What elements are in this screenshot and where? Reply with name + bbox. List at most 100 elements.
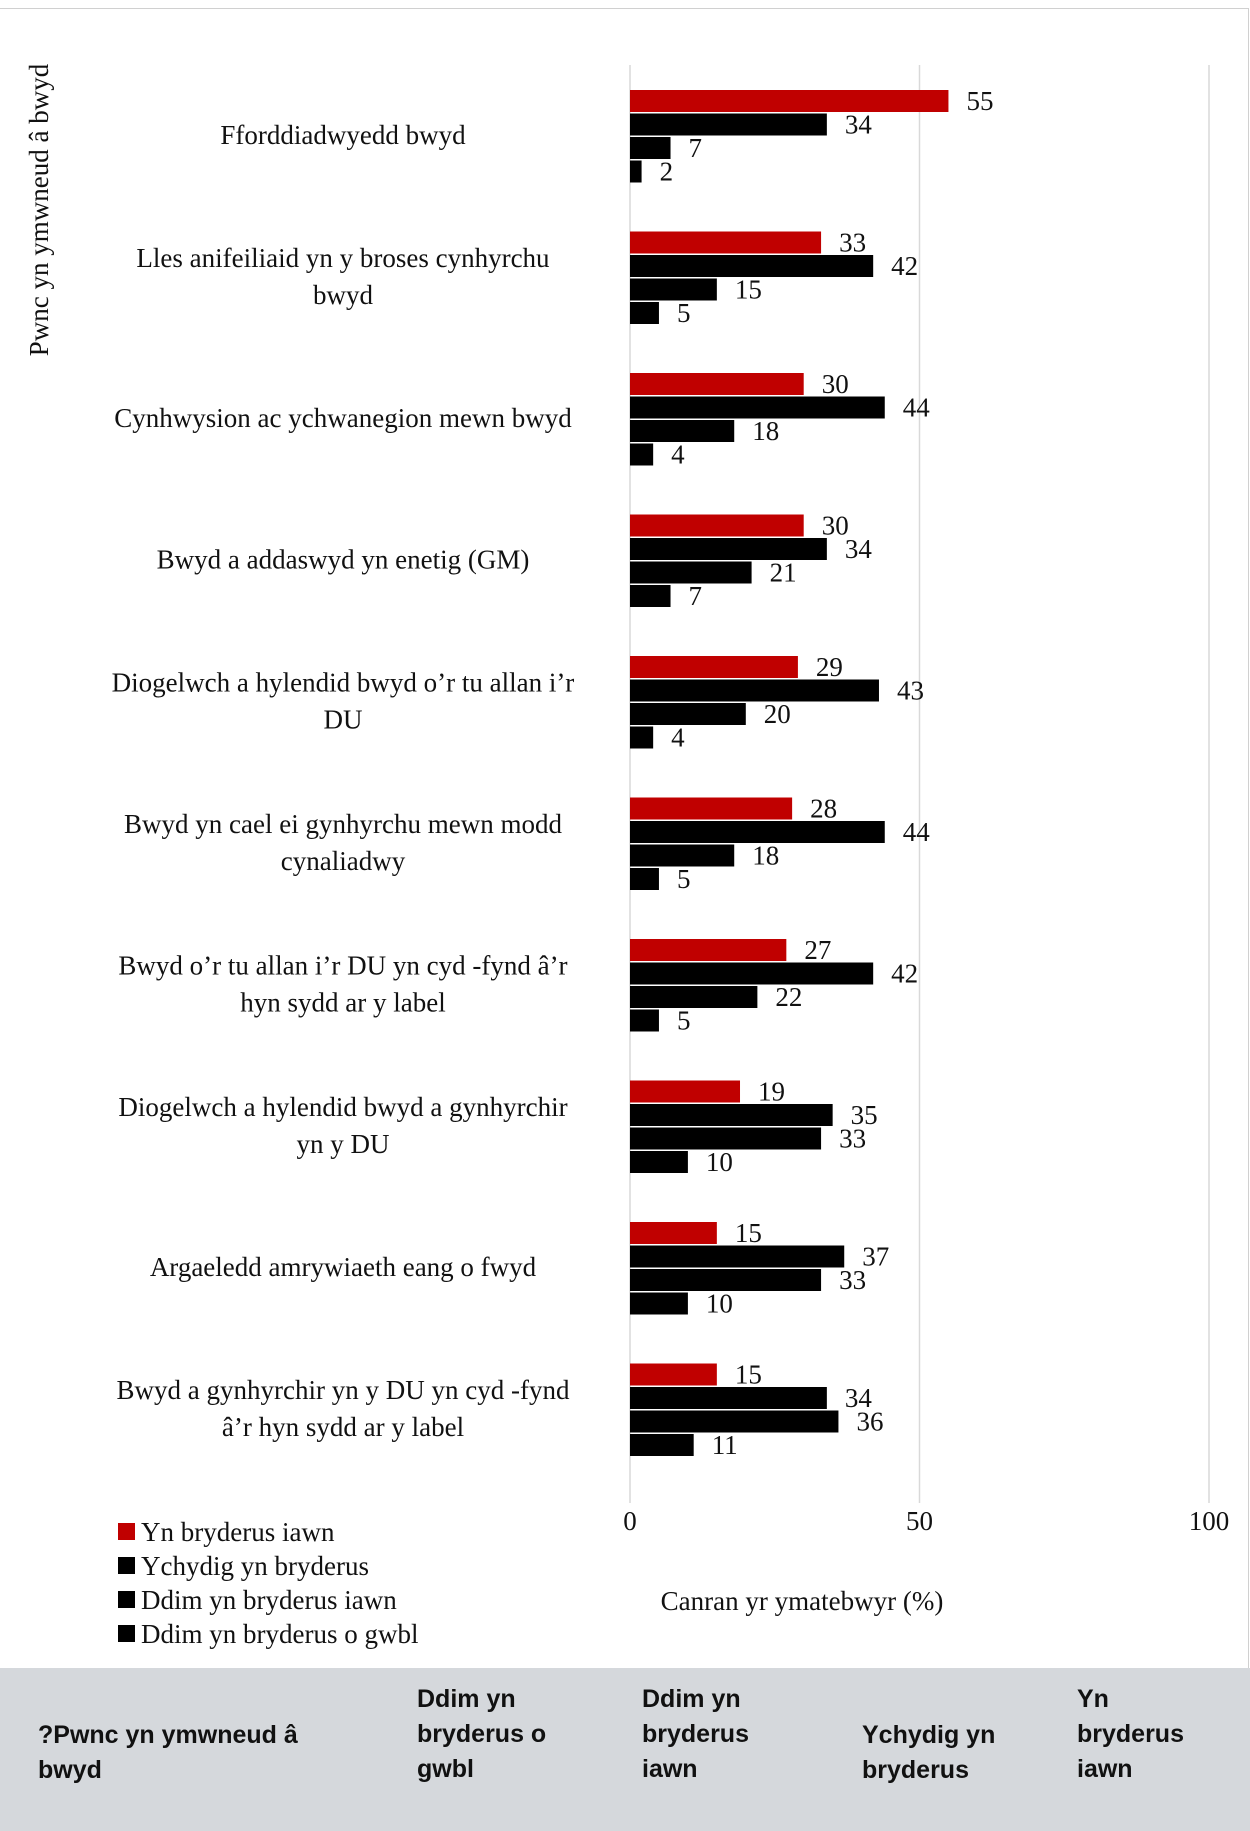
category-label: Diogelwch a hylendid bwyd a gynhyrchir [118,1092,567,1122]
bar-value-label: 55 [966,86,993,116]
category-label: Lles anifeiliaid yn y broses cynhyrchu [136,243,550,273]
legend-label: Ddim yn bryderus iawn [141,1585,397,1615]
header-line: bryderus [1077,1720,1184,1748]
category-label: cynaliadwy [281,846,406,876]
bar-value-label: 30 [822,511,849,541]
bar [630,939,787,961]
bar [630,1080,741,1103]
x-axis-title: Canran yr ymatebwyr (%) [661,1586,944,1616]
category-label: Bwyd yn cael ei gynhyrchu mewn modd [124,809,562,839]
header-very-concerned: Yn bryderus iawn [1077,1682,1184,1787]
bar [630,656,798,678]
bar-value-label: 34 [845,1383,873,1413]
bar-value-label: 2 [660,157,674,187]
header-topic-line: bwyd [38,1756,102,1784]
legend-swatch [118,1591,135,1608]
legend-swatch [118,1523,135,1540]
header-slightly-concerned: Ychydig yn bryderus [862,1718,995,1788]
bar-value-label: 18 [752,416,779,446]
header-line: Ddim yn [417,1685,516,1713]
header-line: iawn [642,1755,698,1783]
bar [630,797,793,820]
bar-value-label: 44 [903,817,931,847]
bar [630,113,827,136]
header-line: gwbl [417,1755,474,1783]
category-label: Diogelwch a hylendid bwyd o’r tu allan i… [112,668,575,698]
header-line: Yn [1077,1685,1109,1713]
bar [630,1410,839,1433]
bar-value-label: 37 [862,1242,889,1272]
bar-value-label: 34 [845,534,873,564]
table-header: ?Pwnc yn ymwneud â bwyd Ddim yn bryderus… [0,1668,1250,1831]
bar [630,1104,833,1126]
bar [630,844,735,867]
bar-value-label: 36 [856,1407,883,1437]
bar [630,278,717,301]
header-line: Ychydig yn [862,1721,996,1749]
header-line: bryderus [862,1756,969,1784]
header-line: Ddim yn [642,1685,741,1713]
bar [630,538,827,560]
bar [630,1009,659,1032]
header-not-concerned-at-all: Ddim yn bryderus o gwbl [417,1682,546,1787]
bar [630,962,874,985]
bar-value-label: 30 [822,369,849,399]
header-topic-line: ?Pwnc yn ymwneud â [38,1721,298,1749]
bar-value-label: 44 [903,393,931,423]
bar [630,255,874,277]
bar [630,679,879,702]
bar-value-label: 15 [735,1360,762,1390]
category-label: â’r hyn sydd ar y label [222,1412,464,1442]
bar-value-label: 5 [677,1006,691,1036]
bar [630,514,804,537]
category-label: yn y DU [297,1129,390,1159]
legend-swatch [118,1625,135,1642]
bar-value-label: 7 [689,581,703,611]
bar-value-label: 34 [845,110,873,140]
bar-value-label: 35 [851,1100,878,1130]
bar-value-label: 10 [706,1147,733,1177]
bar [630,302,659,324]
bar-value-label: 33 [839,1124,866,1154]
x-tick-label: 100 [1189,1506,1230,1536]
bar-value-label: 4 [671,440,685,470]
bar-value-label: 43 [897,676,924,706]
category-label: Argaeledd amrywiaeth eang o fwyd [150,1252,537,1282]
bar-value-label: 21 [770,558,797,588]
bar-value-label: 22 [775,982,802,1012]
bar [630,986,758,1008]
bar-value-label: 18 [752,841,779,871]
bar [630,420,735,442]
bar-value-label: 19 [758,1077,785,1107]
header-not-very-concerned: Ddim yn bryderus iawn [642,1682,749,1787]
bar [630,373,804,395]
legend-label: Yn bryderus iawn [141,1517,335,1547]
bar-value-label: 5 [677,864,691,894]
bar-value-label: 11 [712,1430,738,1460]
bar-value-label: 27 [804,935,831,965]
bar [630,160,642,183]
bar-value-label: 4 [671,723,685,753]
bar [630,868,659,890]
header-line: bryderus o [417,1720,547,1748]
bar-value-label: 5 [677,298,691,328]
bar-value-label: 28 [810,794,837,824]
bar-value-label: 33 [839,228,866,258]
bar-value-label: 15 [735,1218,762,1248]
bar [630,137,671,159]
bar [630,703,746,725]
legend-label: Ddim yn bryderus o gwbl [141,1619,418,1649]
legend-label: Ychydig yn bryderus [141,1551,369,1581]
x-tick-label: 0 [623,1506,637,1536]
bar [630,1151,688,1173]
bar [630,231,822,254]
chart-frame [0,8,1249,1668]
legend-swatch [118,1557,135,1574]
bar [630,821,885,843]
header-line: bryderus [642,1720,749,1748]
bar-value-label: 42 [891,251,918,281]
category-label: Fforddiadwyedd bwyd [220,120,466,150]
category-label: Bwyd a gynhyrchir yn y DU yn cyd -fynd [117,1375,570,1405]
bar [630,1222,717,1244]
